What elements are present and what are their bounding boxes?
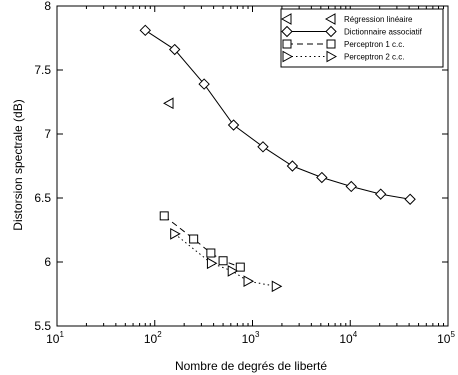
y-axis-label: Distorsion spectrale (dB) bbox=[11, 99, 25, 230]
data-point bbox=[206, 257, 218, 270]
data-point bbox=[227, 265, 239, 277]
legend-label: Perceptron 1 c.c. bbox=[344, 40, 404, 49]
series-1 bbox=[163, 97, 174, 110]
y-axis: 5.5 6 6.5 7 7.5 8 bbox=[34, 0, 448, 333]
data-point bbox=[218, 256, 228, 266]
data-point bbox=[170, 227, 181, 240]
x-tick-label: 103 bbox=[242, 330, 260, 346]
data-point bbox=[235, 262, 245, 272]
data-point bbox=[189, 234, 199, 244]
y-tick-label: 6 bbox=[44, 255, 51, 269]
x-tick-label: 101 bbox=[46, 330, 64, 346]
y-tick-label: 5.5 bbox=[34, 319, 51, 333]
data-point bbox=[345, 180, 357, 193]
legend-marker bbox=[281, 25, 293, 38]
series-line bbox=[163, 215, 241, 268]
x-tick-label: 104 bbox=[339, 330, 357, 346]
data-point bbox=[159, 211, 169, 221]
data-point bbox=[243, 275, 255, 288]
x-tick-label: 102 bbox=[144, 330, 162, 346]
legend-marker bbox=[280, 13, 292, 25]
data-point bbox=[198, 78, 210, 90]
legend: Régression linéaire Dictionnaire associat… bbox=[280, 8, 444, 68]
data-point bbox=[271, 280, 283, 293]
data-point bbox=[163, 97, 174, 110]
data-point bbox=[404, 193, 416, 205]
series-2 bbox=[139, 24, 416, 205]
x-tick-label: 105 bbox=[437, 330, 455, 346]
series-3 bbox=[159, 211, 245, 272]
series-4 bbox=[170, 227, 283, 293]
series-layer bbox=[139, 24, 416, 293]
data-point bbox=[227, 119, 240, 131]
data-point bbox=[316, 171, 328, 184]
data-point bbox=[257, 141, 269, 153]
y-tick-label: 8 bbox=[44, 0, 51, 13]
data-point bbox=[206, 248, 216, 258]
series-line bbox=[145, 29, 411, 200]
data-point bbox=[139, 24, 151, 37]
legend-marker bbox=[325, 25, 337, 38]
y-tick-label: 7 bbox=[44, 127, 51, 141]
data-point bbox=[286, 160, 299, 172]
y-tick-label: 7.5 bbox=[34, 63, 51, 77]
legend-marker bbox=[282, 50, 294, 63]
legend-label: Dictionnaire associatif bbox=[344, 28, 423, 37]
legend-marker bbox=[326, 39, 336, 49]
y-tick-label: 6.5 bbox=[34, 191, 51, 205]
data-point bbox=[374, 188, 387, 200]
legend-box bbox=[280, 8, 444, 68]
legend-marker bbox=[326, 50, 338, 63]
data-point bbox=[168, 43, 181, 56]
x-axis-label: Nombre de degrés de liberté bbox=[175, 359, 327, 373]
legend-label: Perceptron 2 c.c. bbox=[344, 53, 404, 62]
legend-marker bbox=[282, 39, 292, 49]
x-axis: 101 102 103 104 105 bbox=[46, 6, 455, 346]
legend-marker bbox=[324, 13, 336, 25]
legend-label: Régression linéaire bbox=[344, 15, 413, 24]
